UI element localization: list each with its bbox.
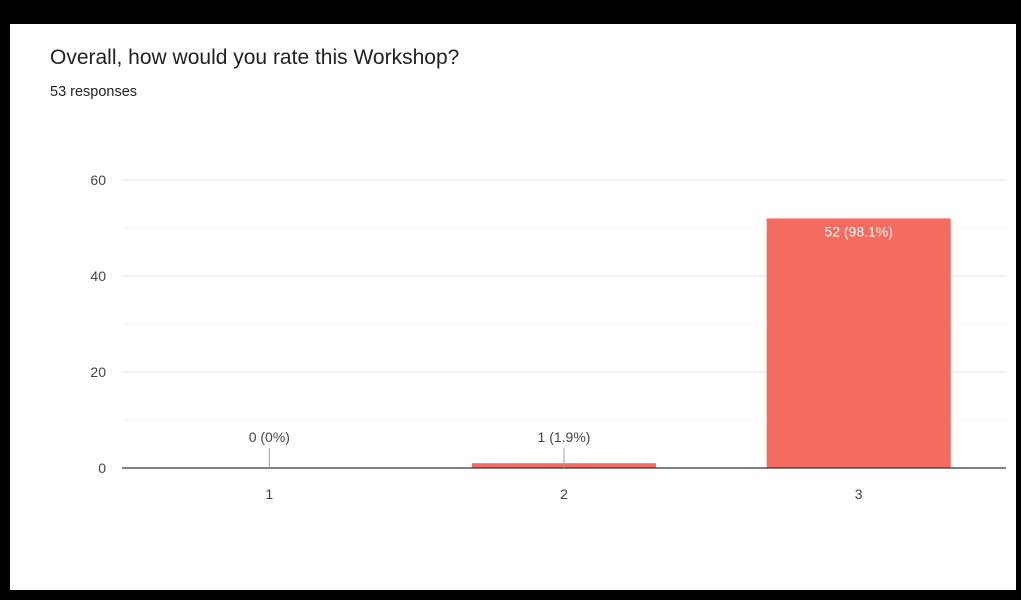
data-label: 0 (0%) [249,429,290,445]
data-label: 1 (1.9%) [538,429,591,445]
response-count: 53 responses [50,84,138,100]
x-tick-label: 1 [265,486,273,502]
y-tick-label: 40 [90,268,106,284]
x-tick-label: 2 [560,486,568,502]
x-axis-categories: 1 2 3 [265,486,862,502]
data-labels: 0 (0%) 1 (1.9%) 52 (98.1%) [249,223,893,468]
y-axis-ticks: 0 20 40 60 [90,172,106,476]
y-tick-label: 0 [98,460,106,476]
data-label: 52 (98.1%) [824,223,892,239]
y-tick-label: 60 [90,172,106,188]
y-tick-label: 20 [90,364,106,380]
x-tick-label: 3 [855,486,863,502]
question-title: Overall, how would you rate this Worksho… [50,46,460,69]
bar [766,218,951,468]
